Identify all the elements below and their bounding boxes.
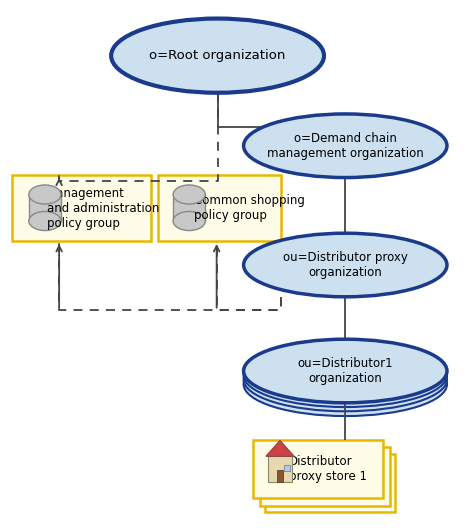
- FancyBboxPatch shape: [253, 440, 383, 498]
- Bar: [268, 456, 292, 482]
- Ellipse shape: [111, 19, 324, 93]
- Ellipse shape: [244, 339, 447, 403]
- Text: Management
and administration
policy group: Management and administration policy gro…: [47, 187, 160, 229]
- Bar: [284, 465, 290, 471]
- Text: Distributor
proxy store 1: Distributor proxy store 1: [289, 455, 367, 483]
- Text: Common shopping
policy group: Common shopping policy group: [194, 194, 305, 222]
- FancyBboxPatch shape: [260, 447, 390, 506]
- Bar: [173, 195, 205, 221]
- Ellipse shape: [29, 211, 61, 231]
- Ellipse shape: [244, 352, 447, 416]
- Bar: [277, 470, 283, 482]
- Polygon shape: [266, 440, 294, 456]
- Ellipse shape: [244, 343, 447, 407]
- Ellipse shape: [173, 185, 205, 204]
- Bar: [29, 195, 61, 221]
- Text: o=Demand chain
management organization: o=Demand chain management organization: [267, 132, 424, 160]
- Ellipse shape: [29, 185, 61, 204]
- Ellipse shape: [244, 348, 447, 411]
- Ellipse shape: [244, 114, 447, 178]
- FancyBboxPatch shape: [265, 454, 395, 512]
- Text: ou=Distributor proxy
organization: ou=Distributor proxy organization: [283, 251, 408, 279]
- Text: ou=Distributor1
organization: ou=Distributor1 organization: [298, 357, 393, 385]
- Ellipse shape: [173, 211, 205, 231]
- Ellipse shape: [244, 233, 447, 297]
- FancyBboxPatch shape: [158, 175, 281, 241]
- FancyBboxPatch shape: [12, 175, 151, 241]
- Text: o=Root organization: o=Root organization: [149, 49, 286, 62]
